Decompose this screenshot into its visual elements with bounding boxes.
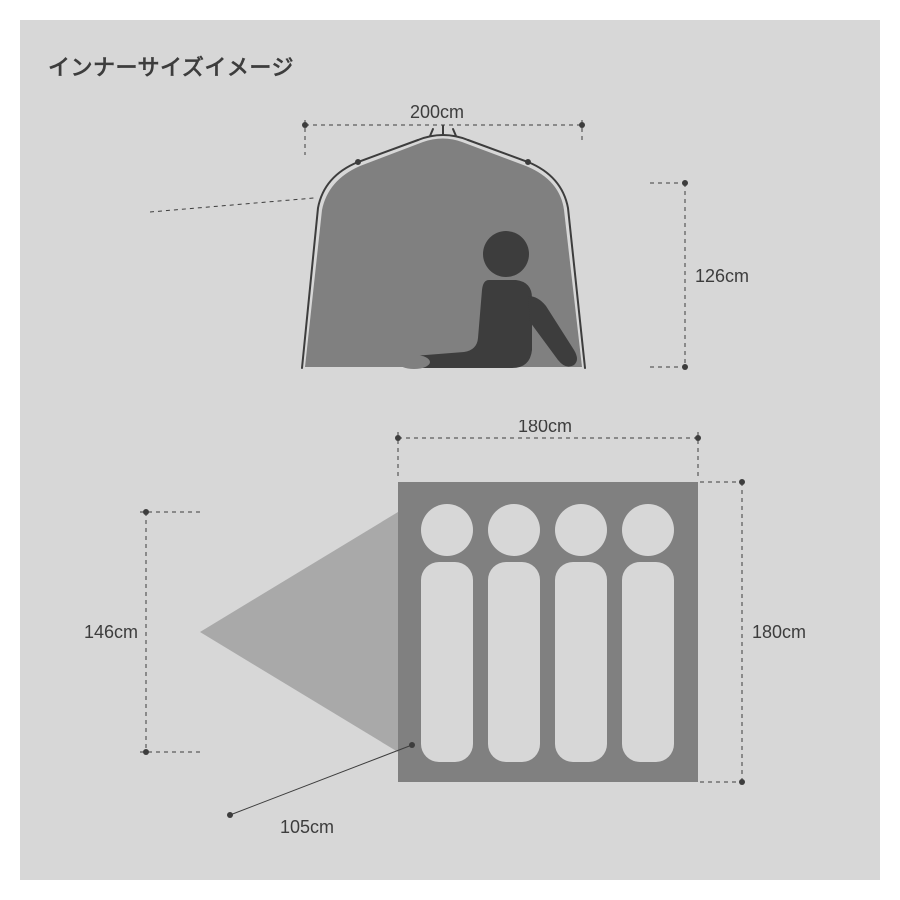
diagram-title: インナーサイズイメージ — [48, 50, 294, 82]
vest-height-label: 146cm — [84, 622, 138, 642]
vest-depth-label: 105cm — [280, 817, 334, 837]
floor-height-label: 180cm — [752, 622, 806, 642]
guy-line — [150, 198, 314, 212]
person-slot-4 — [622, 504, 674, 762]
side-height-label: 126cm — [695, 266, 749, 286]
side-width-label: 200cm — [410, 102, 464, 122]
vestibule-shape — [200, 512, 398, 752]
person-slot-1 — [421, 504, 473, 762]
height-dimension — [650, 180, 690, 370]
person-slot-3 — [555, 504, 607, 762]
person-slot-2 — [488, 504, 540, 762]
floor-width-label: 180cm — [518, 420, 572, 436]
side-view: 200cm 126cm — [150, 100, 770, 390]
top-view: 180cm 180cm 146cm 105cm — [80, 420, 840, 850]
